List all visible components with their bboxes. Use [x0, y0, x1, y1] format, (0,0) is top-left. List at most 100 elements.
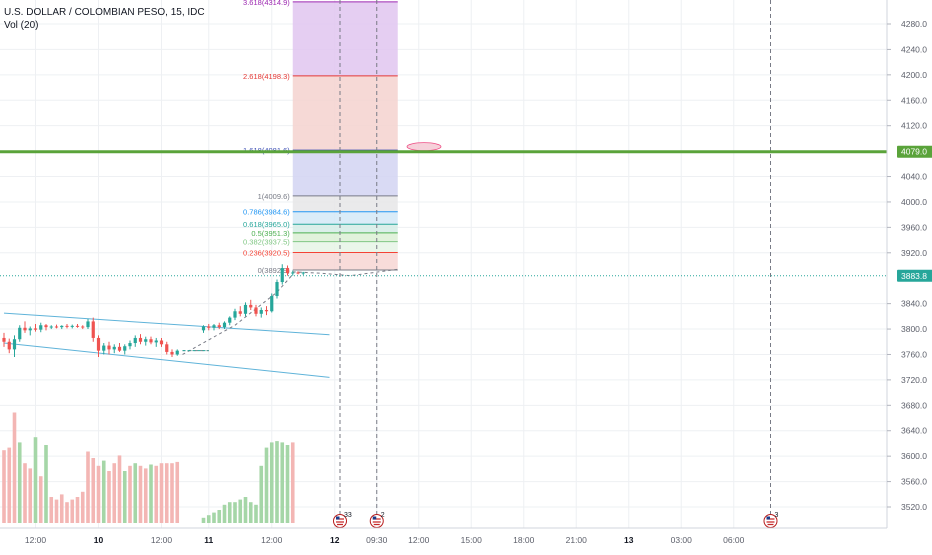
candle-body: [212, 325, 216, 328]
candle-body: [285, 268, 290, 274]
volume-bar: [91, 458, 96, 523]
candle: [2, 332, 6, 347]
candle-body: [39, 325, 43, 330]
candle: [233, 308, 237, 321]
time-tick-label: 11: [204, 535, 213, 545]
fib-zone: [292, 232, 398, 242]
volume-bar: [107, 471, 111, 523]
price-axis: 4280.0 4240.0 4200.0 4160.0 4120.0 4040.0 4000…: [886, 0, 932, 550]
event-badge: 2: [369, 512, 385, 528]
fib-zone: [292, 195, 398, 212]
fib-level-label: 0.786(3984.6): [243, 208, 290, 217]
candle: [123, 344, 127, 355]
candle: [254, 304, 258, 317]
price-label-box: [897, 269, 932, 282]
price-tick-label: 4000.0: [901, 197, 927, 207]
volume-bar: [54, 499, 59, 523]
volume-bar: [170, 463, 174, 523]
volume-bar: [149, 464, 153, 523]
candle: [149, 336, 153, 345]
fib-level-label: 1(4009.6): [258, 192, 291, 201]
time-tick-label: 03:00: [671, 535, 693, 545]
candles: [2, 264, 305, 358]
candle: [60, 325, 64, 330]
candle-body: [170, 351, 174, 355]
fib-level-label: 0(3892.9): [258, 266, 291, 275]
candle-body: [149, 339, 153, 343]
candle-body: [254, 307, 258, 314]
candle: [249, 299, 253, 310]
candle-body: [138, 337, 143, 342]
candle-body: [49, 326, 53, 328]
candle: [212, 323, 216, 331]
horizontal-level-price-label: 4079.0: [897, 145, 932, 158]
candle: [81, 325, 85, 330]
time-tick-label: 15:00: [461, 535, 483, 545]
candle-body: [238, 311, 242, 314]
candle: [96, 335, 101, 358]
candle: [291, 270, 295, 276]
candle-body: [12, 339, 17, 350]
candle: [285, 265, 290, 276]
candle-body: [112, 346, 116, 350]
volume-bar: [217, 510, 222, 523]
time-tick-label: 12: [330, 535, 340, 545]
candle: [91, 317, 95, 342]
event-badge-count: 2: [381, 512, 385, 519]
volume-bar: [154, 465, 159, 523]
fib-zone: [292, 224, 398, 233]
price-tick-label: 4160.0: [901, 95, 927, 105]
volume-bar: [86, 451, 90, 523]
time-tick-label: 12:00: [25, 535, 47, 545]
price-tick-label: 3600.0: [901, 451, 927, 461]
volume-bar: [28, 468, 33, 523]
candle: [49, 325, 53, 330]
candle-body: [18, 327, 22, 340]
volume-bar: [164, 463, 169, 523]
candle: [217, 322, 221, 330]
candle-body: [23, 327, 27, 331]
price-tick-label: 4280.0: [901, 19, 927, 29]
candle: [133, 335, 137, 347]
candle: [39, 322, 43, 333]
projection-path: [292, 268, 398, 277]
candle: [207, 323, 211, 331]
candle-body: [275, 282, 279, 297]
candle-body: [102, 345, 106, 351]
volume-bar: [133, 463, 138, 523]
candle-body: [270, 296, 274, 312]
candle: [238, 306, 242, 317]
candle: [264, 306, 269, 316]
candle: [175, 349, 179, 356]
event-badge: 3: [763, 512, 779, 528]
volume-bar: [7, 447, 12, 523]
candle: [102, 343, 106, 355]
symbol-title: U.S. DOLLAR / COLOMBIAN PESO, 15, IDC: [4, 7, 205, 18]
candle: [228, 316, 232, 326]
volume-bar: [59, 494, 64, 523]
candle: [117, 343, 122, 352]
candle-body: [159, 340, 164, 345]
ellipse-annotation: [406, 142, 442, 152]
candle: [128, 340, 132, 350]
fib-zone: [292, 241, 398, 253]
candle: [107, 341, 111, 355]
candle: [259, 307, 263, 318]
volume-bar: [259, 465, 264, 523]
price-tick-label: 3680.0: [901, 400, 927, 410]
volume-bar: [70, 499, 75, 523]
price-tick-label: 3560.0: [901, 477, 927, 487]
last-price-label: 3883.8: [897, 269, 932, 282]
fib-level-label: 0.236(3920.5): [243, 248, 290, 257]
channel-upper-line: [3, 312, 330, 336]
chart-legend: U.S. DOLLAR / COLOMBIAN PESO, 15, IDC Vo…: [4, 6, 205, 32]
volume-bar: [17, 442, 22, 523]
volume-bar: [38, 476, 43, 523]
fib-zone: [292, 252, 398, 271]
candle-body: [133, 337, 137, 344]
candle: [23, 321, 27, 333]
candle: [165, 341, 169, 355]
candle-body: [259, 309, 263, 314]
